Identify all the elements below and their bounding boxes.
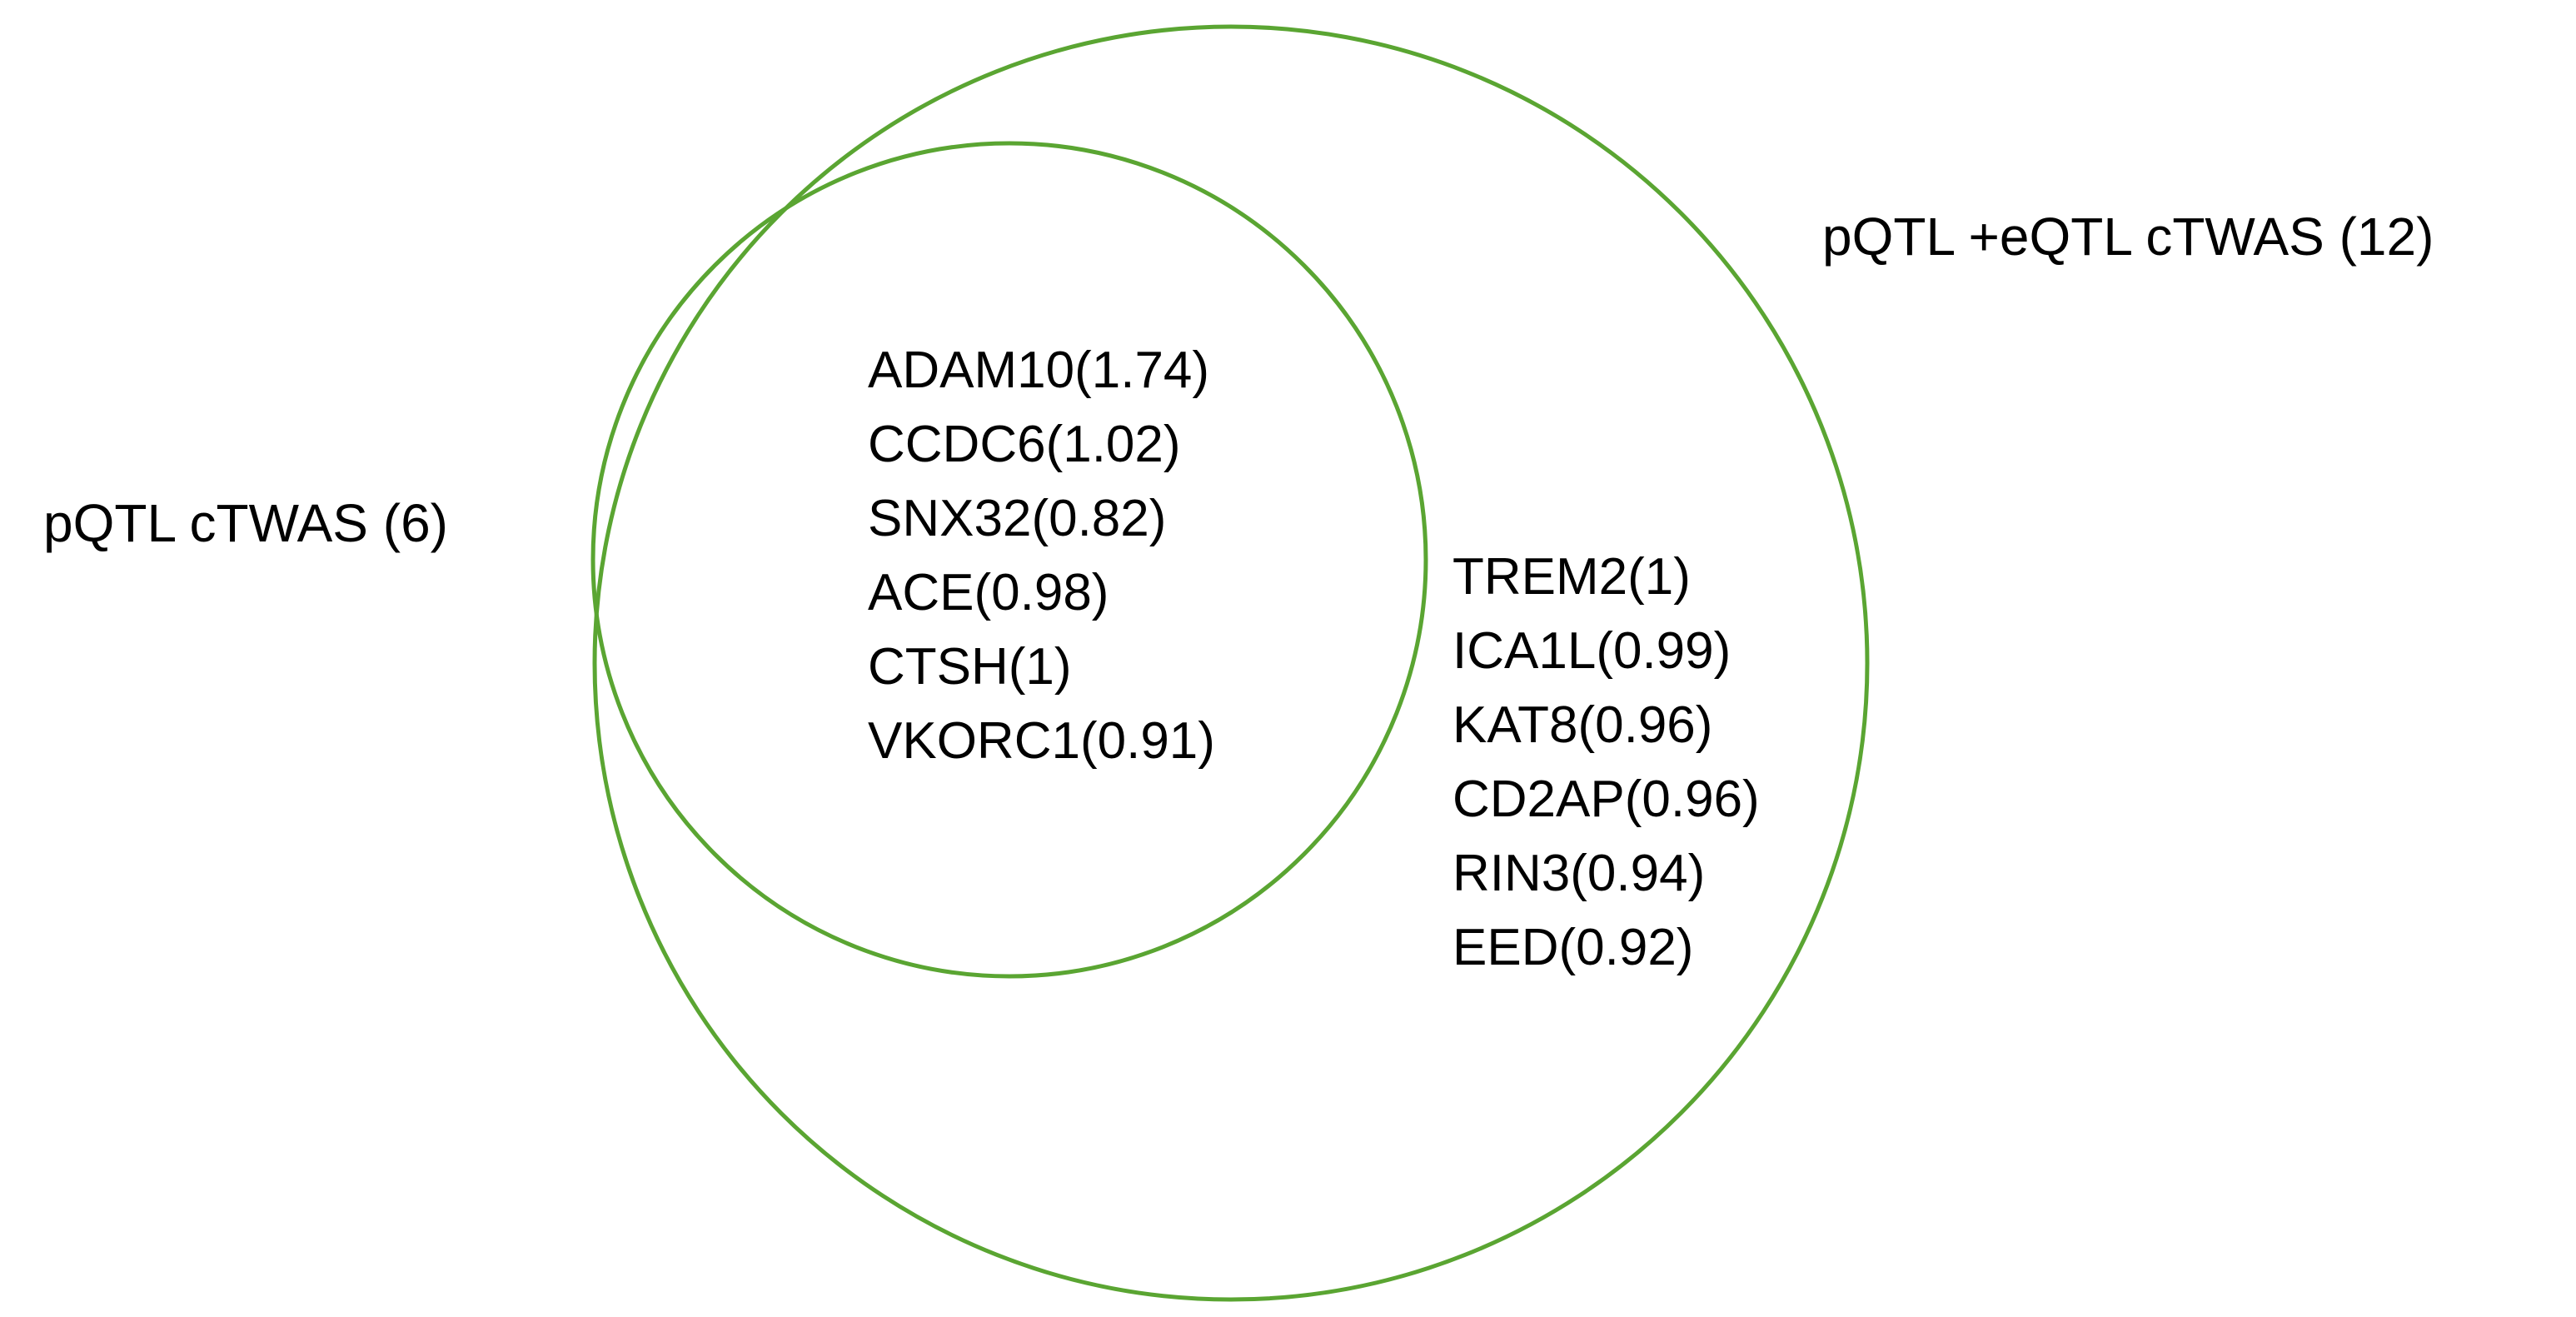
gene-item: ADAM10(1.74)	[868, 342, 1210, 399]
gene-item: TREM2(1)	[1452, 548, 1691, 606]
inner-gene-list: ADAM10(1.74) CCDC6(1.02) SNX32(0.82) ACE…	[868, 333, 1215, 778]
gene-item: CD2AP(0.96)	[1452, 771, 1760, 828]
gene-item: CCDC6(1.02)	[868, 416, 1181, 473]
gene-item: KAT8(0.96)	[1452, 696, 1713, 754]
pqtl-ctwas-label: pQTL cTWAS (6)	[43, 493, 448, 553]
gene-item: RIN3(0.94)	[1452, 845, 1706, 902]
outer-set-circle	[592, 24, 1870, 1302]
gene-item: ACE(0.98)	[868, 564, 1109, 621]
inner-set-circle	[590, 141, 1428, 979]
gene-item: EED(0.92)	[1452, 919, 1694, 976]
gene-item: SNX32(0.82)	[868, 490, 1167, 547]
gene-item: CTSH(1)	[868, 638, 1072, 696]
gene-item: VKORC1(0.91)	[868, 712, 1215, 770]
gene-item: ICA1L(0.99)	[1452, 622, 1731, 680]
pqtl-eqtl-ctwas-label: pQTL +eQTL cTWAS (12)	[1822, 207, 2434, 267]
outer-gene-list: TREM2(1) ICA1L(0.99) KAT8(0.96) CD2AP(0.…	[1452, 540, 1760, 985]
